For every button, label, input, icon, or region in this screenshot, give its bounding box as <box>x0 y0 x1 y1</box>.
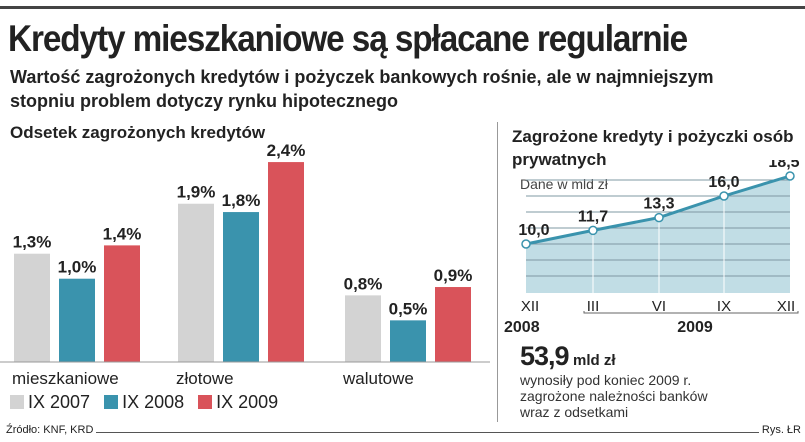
legend: IX 2007 IX 2008 IX 2009 <box>10 392 278 413</box>
line-chart-title: Zagrożone kredyty i pożyczki osób prywat… <box>512 127 794 169</box>
x-tick-label: IX <box>717 298 731 315</box>
bar <box>435 287 471 362</box>
divider <box>497 122 498 422</box>
x-tick-label: XII <box>521 298 539 315</box>
point-value-label: 10,0 <box>518 222 549 239</box>
subtitle: Wartość zagrożonych kredytów i pożyczek … <box>10 67 714 111</box>
line-chart: 10,0 XII 11,7 III 13,3 VI 16,0 IX 18,5 XII 2008 200… <box>504 160 800 336</box>
legend-swatch <box>104 395 119 409</box>
legend-label: IX 2009 <box>216 392 279 412</box>
bar <box>59 278 95 362</box>
top-rule <box>0 6 805 9</box>
bar-chart-title: Odsetek zagrożonych kredytów <box>10 123 266 142</box>
credit: Rys. ŁR <box>761 424 801 436</box>
summary-value: 53,9 <box>520 341 570 371</box>
legend-label: IX 2007 <box>28 392 91 412</box>
year-bracket <box>583 311 799 314</box>
bar-value-label: 0,5% <box>389 299 428 318</box>
summary-unit: mld zł <box>573 352 616 369</box>
data-point <box>654 212 664 223</box>
bar-value-label: 1,3% <box>13 233 52 252</box>
summary-line: wynosiły pod koniec 2009 r. <box>520 372 692 388</box>
year-label: 2008 <box>504 319 540 336</box>
bar <box>104 245 140 362</box>
summary-figure: 53,9 mld zł <box>520 341 616 372</box>
legend-swatch <box>198 395 213 409</box>
summary-line: zagrożone należności banków <box>520 388 708 404</box>
x-tick-label: XII <box>777 298 795 315</box>
legend-swatch <box>10 395 24 409</box>
bar <box>268 162 304 362</box>
bar-chart: 1,3% 1,0% 1,4% mieszkaniowe 1,9% 1,8% 2,4% złot… <box>0 141 490 388</box>
bar <box>14 253 50 362</box>
bar-value-label: 0,8% <box>344 274 383 293</box>
category-label: walutowe <box>342 369 414 388</box>
summary-text: wynosiły pod koniec 2009 r. zagrożone na… <box>520 372 708 420</box>
bar <box>390 320 426 362</box>
footer-rule <box>96 432 759 433</box>
bar <box>178 203 214 362</box>
bar-value-label: 1,9% <box>177 183 216 202</box>
bar <box>345 295 381 362</box>
x-tick-label: VI <box>652 298 666 315</box>
data-point <box>521 239 531 249</box>
category-label: złotowe <box>176 369 234 388</box>
bar-value-label: 1,8% <box>222 191 261 210</box>
data-point <box>719 191 729 201</box>
point-value-label: 13,3 <box>643 196 674 213</box>
legend-item: IX 2008 <box>104 392 184 413</box>
page-title: Kredyty mieszkaniowe są spłacane regular… <box>8 18 688 59</box>
point-value-label: 16,0 <box>708 174 739 191</box>
bar <box>223 212 259 362</box>
point-value-label: 11,7 <box>578 208 608 225</box>
data-point <box>785 171 795 181</box>
legend-label: IX 2008 <box>122 392 185 412</box>
data-point <box>588 225 598 236</box>
bar-value-label: 1,0% <box>58 258 97 277</box>
x-tick-label: III <box>587 298 600 315</box>
summary-line: wraz z odsetkami <box>520 404 629 420</box>
bar-value-label: 0,9% <box>434 266 473 285</box>
legend-item: IX 2007 <box>10 392 90 413</box>
bar-value-label: 2,4% <box>267 141 306 160</box>
point-value-label: 18,5 <box>768 160 799 171</box>
year-label: 2009 <box>677 319 713 336</box>
category-label: mieszkaniowe <box>12 369 119 388</box>
footer: Źródło: KNF, KRD Rys. ŁR <box>6 424 801 436</box>
legend-item: IX 2009 <box>198 392 278 413</box>
source: Źródło: KNF, KRD <box>6 424 94 436</box>
bar-value-label: 1,4% <box>103 224 142 243</box>
